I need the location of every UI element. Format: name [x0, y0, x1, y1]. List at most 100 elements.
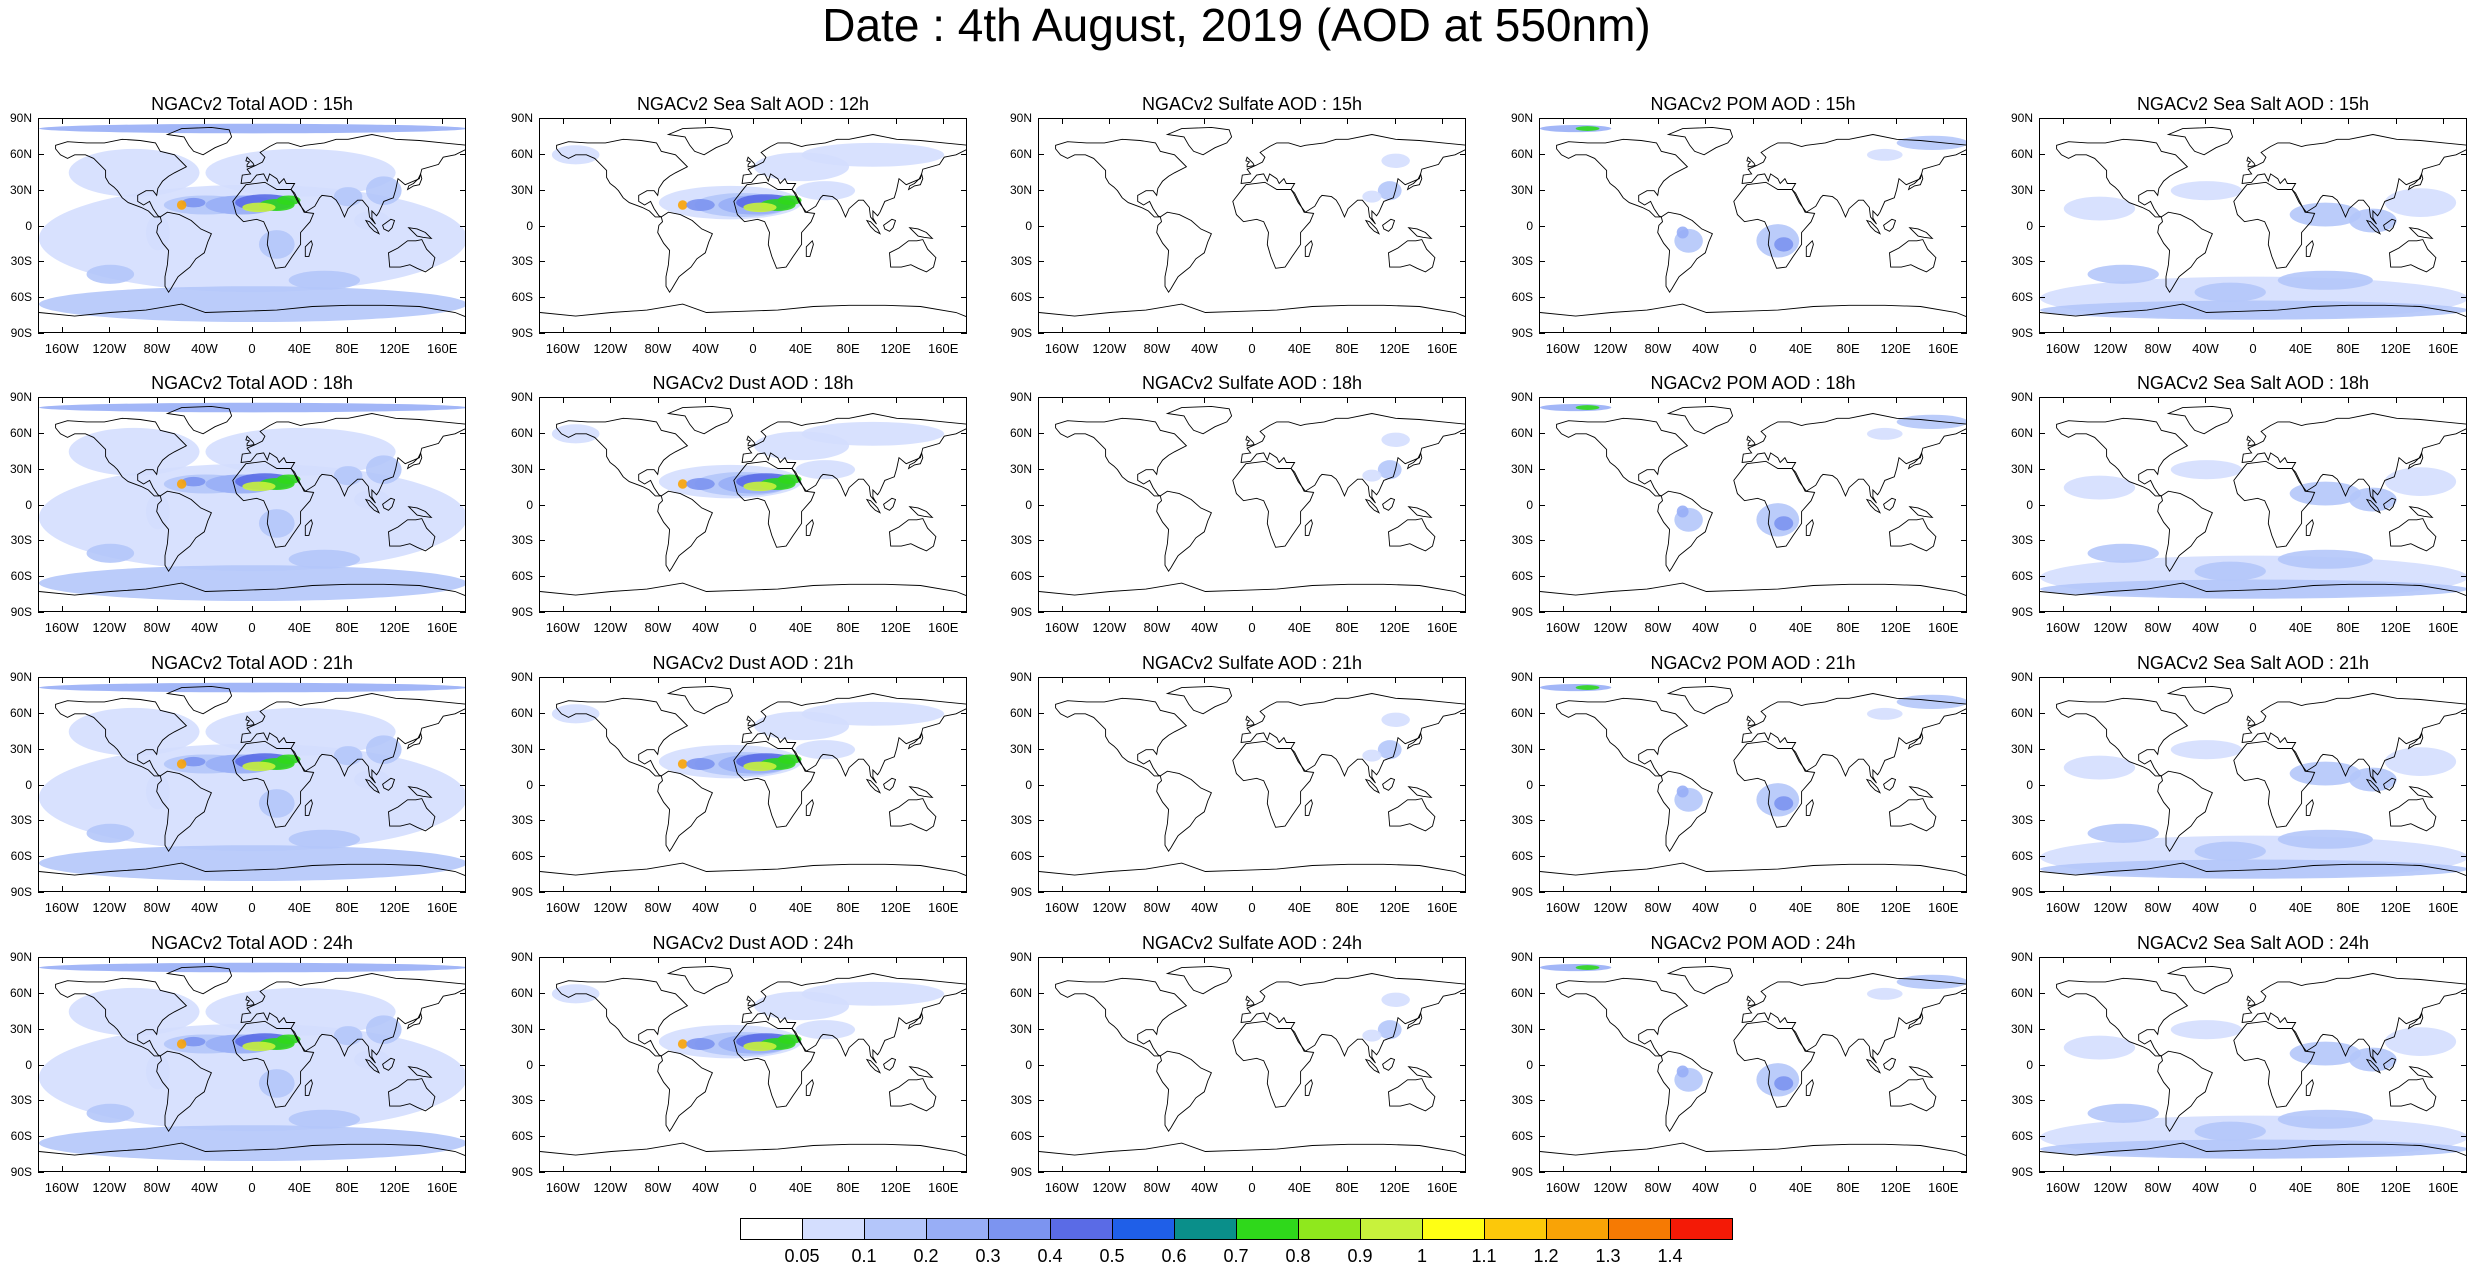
aod-plume: [333, 746, 363, 766]
lat-tick: [2461, 856, 2467, 858]
coastline-africa: [733, 740, 816, 828]
lat-tick: [38, 432, 44, 434]
lat-tick-label: 0: [526, 777, 533, 792]
lat-tick: [1961, 1028, 1967, 1030]
aod-plume: [743, 1041, 777, 1052]
aod-plume: [365, 1015, 402, 1044]
lat-tick-label: 90S: [1010, 326, 1032, 340]
lon-tick: [1753, 1166, 1754, 1172]
lat-tick-label: 90N: [1009, 111, 1032, 125]
lon-tick: [1610, 118, 1612, 124]
lon-tick: [657, 677, 659, 683]
map-panel: NGACv2 Dust AOD : 21h 90N 60N 30N 0 30S 60S 90S…: [511, 653, 967, 915]
coastline-samerica: [2157, 490, 2213, 573]
world-map-svg: [2040, 965, 2466, 1159]
aod-plume: [1676, 1065, 1689, 1078]
lat-tick: [539, 856, 545, 858]
lon-tick: [1252, 677, 1253, 683]
aod-plume: [1377, 181, 1402, 201]
lon-tick: [394, 118, 396, 124]
coastline-antarctica_line: [540, 582, 966, 596]
coastline-africa: [2233, 181, 2316, 269]
coastline-samerica: [2157, 770, 2213, 853]
coastline-japan: [1406, 731, 1423, 750]
lon-tick: [2300, 118, 2302, 124]
lon-tick: [1442, 957, 1444, 963]
lon-tick: [753, 1166, 754, 1172]
aod-plume: [677, 479, 688, 489]
lon-tick: [2157, 886, 2159, 892]
lat-tick-label: 60N: [2010, 425, 2033, 440]
lon-tick-label: 80W: [1644, 1180, 1672, 1195]
colorbar-label: 0.1: [851, 1246, 877, 1266]
lat-tick-label: 60S: [1010, 849, 1032, 864]
lat-tick-label: 60N: [1009, 146, 1032, 161]
coastline-namerica: [2056, 417, 2189, 497]
lat-tick: [2461, 1064, 2467, 1066]
world-map-svg: [540, 685, 966, 876]
aod-plume: [276, 195, 301, 205]
coastline-eurasia: [240, 693, 465, 784]
coastline-eurasia: [2241, 413, 2466, 504]
coastline-samerica: [156, 211, 212, 294]
lon-tick: [252, 327, 253, 333]
lon-tick: [943, 606, 945, 612]
lon-tick-label: 80E: [836, 900, 860, 915]
lat-tick-label: 60N: [1510, 146, 1533, 161]
map-frame: [539, 118, 967, 333]
coastline-namerica: [55, 417, 188, 497]
aod-plume: [1362, 190, 1382, 203]
lon-tick-label: 120E: [1379, 1180, 1410, 1195]
lon-tick-label: 0: [1749, 900, 1757, 915]
coastline-japan: [907, 731, 924, 750]
coastline-africa: [1232, 1020, 1315, 1108]
lat-tick: [1460, 432, 1466, 434]
panel-title: NGACv2 Total AOD : 24h: [151, 933, 353, 953]
coastline-japan: [2407, 1011, 2424, 1030]
lat-tick: [1961, 712, 1967, 714]
coastline-greenland: [1165, 965, 1233, 995]
lat-tick-label: 0: [2026, 218, 2033, 233]
lat-tick: [961, 153, 967, 155]
coastline-eurasia: [741, 413, 966, 504]
aod-plume: [801, 421, 945, 446]
lat-tick-label: 60S: [10, 569, 32, 584]
lat-tick: [1038, 612, 1044, 613]
lat-tick-label: 30N: [1009, 461, 1032, 476]
lon-tick-label: 80W: [644, 1180, 672, 1195]
coastline-sumatra: [2365, 778, 2382, 794]
lon-tick: [2110, 327, 2112, 333]
panel-title: NGACv2 Sea Salt AOD : 12h: [636, 94, 870, 114]
lat-tick-label: 30N: [1009, 741, 1032, 756]
coastline-greenland: [165, 965, 233, 995]
panel-title: NGACv2 Sea Salt AOD : 15h: [2136, 94, 2370, 114]
lat-tick: [539, 432, 545, 434]
lat-tick: [2461, 468, 2467, 470]
aod-plume: [2063, 475, 2136, 500]
aod-plume: [276, 474, 301, 484]
coastline-namerica: [556, 697, 689, 777]
coastline-madagascar: [2305, 239, 2314, 257]
panel-title: NGACv2 Sulfate AOD : 15h: [1141, 94, 1363, 114]
aod-plume: [146, 493, 170, 530]
colorbar-label: 1.3: [1595, 1246, 1621, 1266]
lon-tick: [347, 118, 349, 124]
coastline-eurasia: [1240, 134, 1465, 225]
coastline-madagascar: [1304, 239, 1313, 257]
lon-tick: [2205, 397, 2207, 403]
lon-tick: [1061, 118, 1063, 124]
aod-plume: [686, 1038, 715, 1050]
lon-tick: [1705, 677, 1707, 683]
coastline-sumatra: [1364, 778, 1381, 794]
coastline-antarctica_line: [1039, 1142, 1465, 1156]
lon-tick: [1394, 1166, 1396, 1172]
lat-tick-label: 30N: [9, 461, 32, 476]
coastline-uk: [1746, 995, 1756, 1007]
aod-plume: [1774, 516, 1794, 531]
lat-tick-label: 30S: [511, 254, 533, 269]
lon-tick: [1109, 118, 1111, 124]
lon-tick: [1705, 886, 1707, 892]
lat-tick: [1038, 992, 1044, 994]
lat-tick-label: 90S: [1010, 605, 1032, 619]
aod-plume: [205, 427, 396, 476]
